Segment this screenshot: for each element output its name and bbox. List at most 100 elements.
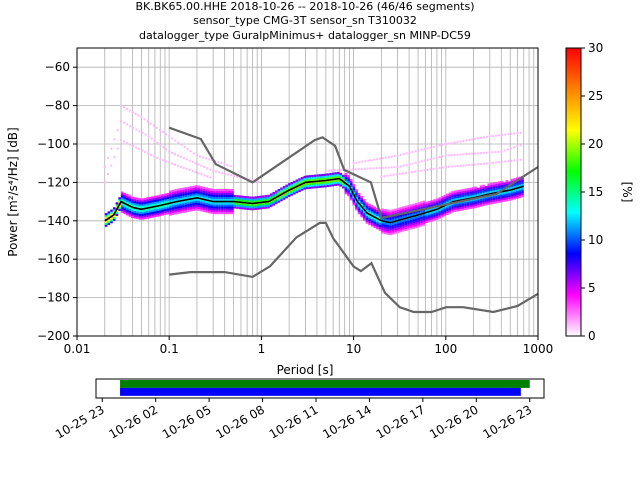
density-cell bbox=[272, 203, 276, 206]
density-cell bbox=[218, 188, 221, 192]
density-cell bbox=[394, 229, 397, 232]
outlier-cell bbox=[189, 150, 192, 153]
density-cell bbox=[391, 217, 395, 220]
density-cell bbox=[200, 186, 203, 189]
density-cell bbox=[218, 204, 221, 207]
density-cell bbox=[503, 195, 506, 199]
outlier-cell bbox=[361, 160, 364, 163]
density-cell bbox=[363, 210, 366, 213]
density-cell bbox=[373, 208, 377, 211]
density-cell bbox=[373, 220, 377, 223]
outlier-cell bbox=[185, 158, 188, 161]
density-cell bbox=[433, 214, 436, 217]
density-cell bbox=[381, 221, 384, 225]
outlier-cell bbox=[174, 139, 177, 142]
density-cell bbox=[123, 196, 127, 199]
density-cell bbox=[262, 204, 265, 208]
outlier-cell bbox=[507, 160, 510, 163]
density-cell bbox=[169, 190, 172, 193]
outlier-cell bbox=[203, 166, 206, 169]
density-cell bbox=[399, 207, 403, 210]
density-cell bbox=[342, 182, 345, 185]
density-cell bbox=[357, 196, 361, 199]
outlier-cell bbox=[507, 133, 510, 136]
density-cell bbox=[479, 202, 483, 205]
density-cell bbox=[344, 174, 348, 178]
density-cell bbox=[495, 195, 498, 198]
outlier-cell bbox=[221, 172, 224, 175]
outlier-cell bbox=[476, 152, 479, 155]
density-cell bbox=[110, 221, 113, 224]
density-cell bbox=[293, 180, 296, 183]
density-cell bbox=[370, 218, 374, 221]
density-cell bbox=[357, 200, 361, 203]
density-cell bbox=[402, 229, 405, 232]
density-cell bbox=[303, 177, 307, 180]
outlier-cell bbox=[438, 144, 441, 147]
density-cell bbox=[365, 217, 369, 220]
density-cell bbox=[386, 213, 390, 216]
density-cell bbox=[112, 218, 116, 221]
density-cell bbox=[238, 199, 242, 202]
density-cell bbox=[264, 206, 268, 209]
density-cell bbox=[490, 188, 493, 191]
density-cell bbox=[326, 182, 330, 186]
density-cell bbox=[376, 215, 379, 218]
density-cell bbox=[318, 185, 322, 188]
density-cell bbox=[311, 178, 314, 181]
outlier-cell bbox=[474, 137, 477, 140]
density-cell bbox=[107, 215, 111, 218]
density-cell bbox=[246, 207, 250, 210]
density-cell bbox=[422, 219, 426, 222]
density-cell bbox=[349, 190, 353, 193]
density-cell bbox=[386, 211, 390, 214]
density-cell bbox=[262, 206, 265, 210]
outlier-cell bbox=[519, 158, 522, 161]
density-cell bbox=[381, 212, 384, 215]
density-cell bbox=[381, 229, 384, 232]
outlier-cell bbox=[202, 156, 205, 159]
density-cell bbox=[118, 204, 121, 208]
density-cell bbox=[236, 202, 239, 206]
colorbar-tick-label: 15 bbox=[588, 185, 603, 199]
density-cell bbox=[182, 206, 185, 210]
density-cell bbox=[484, 185, 488, 189]
density-cell bbox=[220, 198, 224, 201]
density-cell bbox=[461, 194, 465, 198]
density-cell bbox=[383, 210, 387, 214]
outlier-cell bbox=[227, 173, 230, 176]
outlier-cell bbox=[159, 158, 162, 161]
density-cell bbox=[456, 209, 460, 212]
outlier-cell bbox=[393, 155, 396, 158]
density-cell bbox=[231, 204, 234, 207]
colorbar-tick-label: 5 bbox=[588, 281, 596, 295]
density-cell bbox=[305, 183, 309, 186]
density-cell bbox=[290, 193, 294, 196]
density-cell bbox=[159, 194, 162, 197]
density-cell bbox=[166, 196, 170, 199]
density-cell bbox=[164, 201, 167, 204]
density-cell bbox=[316, 174, 319, 177]
outlier-cell bbox=[144, 150, 147, 153]
density-cell bbox=[448, 203, 452, 207]
outlier-cell bbox=[257, 180, 260, 183]
density-cell bbox=[324, 173, 327, 176]
density-cell bbox=[316, 185, 319, 189]
density-cell bbox=[131, 211, 134, 215]
density-cell bbox=[430, 215, 434, 218]
density-cell bbox=[433, 207, 436, 210]
density-cell bbox=[515, 183, 519, 186]
density-cell bbox=[394, 212, 397, 215]
outlier-cell bbox=[482, 162, 485, 165]
density-cell bbox=[368, 205, 371, 208]
density-cell bbox=[210, 194, 214, 197]
density-cell bbox=[169, 200, 172, 203]
density-cell bbox=[414, 218, 418, 221]
density-cell bbox=[456, 191, 460, 195]
density-cell bbox=[487, 191, 491, 194]
y-tick-label: −100 bbox=[37, 137, 70, 151]
outlier-cell bbox=[491, 161, 494, 164]
x-tick-label: 100 bbox=[434, 342, 457, 356]
density-cell bbox=[505, 180, 509, 183]
